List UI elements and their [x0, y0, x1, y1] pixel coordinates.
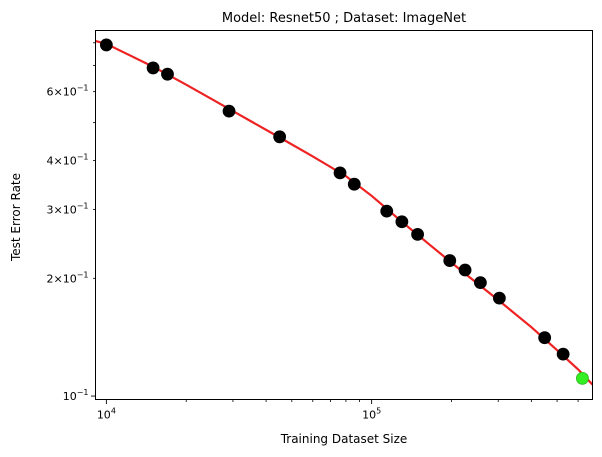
- data-point: [492, 291, 506, 305]
- data-point: [473, 276, 487, 290]
- data-point: [556, 347, 570, 361]
- data-point: [273, 130, 287, 144]
- chart-title: Model: Resnet50 ; Dataset: ImageNet: [222, 11, 466, 26]
- data-point: [538, 331, 552, 345]
- data-point: [411, 227, 424, 241]
- data-point: [443, 254, 457, 267]
- y-tick-label: 6×10−1: [46, 84, 88, 99]
- data-point: [222, 104, 236, 118]
- data-point: [458, 263, 472, 277]
- x-axis-label: Training Dataset Size: [280, 432, 408, 446]
- data-point: [146, 61, 160, 75]
- highlight-point: [576, 371, 589, 385]
- data-point: [99, 38, 113, 52]
- x-tick-label: 104: [97, 407, 116, 422]
- data-point: [333, 166, 347, 180]
- data-point: [395, 215, 409, 229]
- y-tick-label: 10−1: [63, 388, 89, 403]
- axis-ticks: 104 105 10−1 2×10−1 3×10−1 4×10−1 6×10−1: [46, 42, 579, 422]
- x-tick-label: 105: [362, 407, 381, 422]
- plot-marks: [95, 38, 593, 386]
- y-tick-label: 3×10−1: [46, 201, 88, 216]
- fit-line: [95, 39, 593, 386]
- plot-frame: [95, 30, 593, 400]
- y-tick-label: 2×10−1: [46, 270, 88, 285]
- data-point: [347, 177, 361, 191]
- data-point: [161, 67, 174, 81]
- y-tick-label: 4×10−1: [46, 153, 88, 168]
- data-point: [380, 204, 394, 218]
- y-axis-label: Test Error Rate: [9, 173, 23, 262]
